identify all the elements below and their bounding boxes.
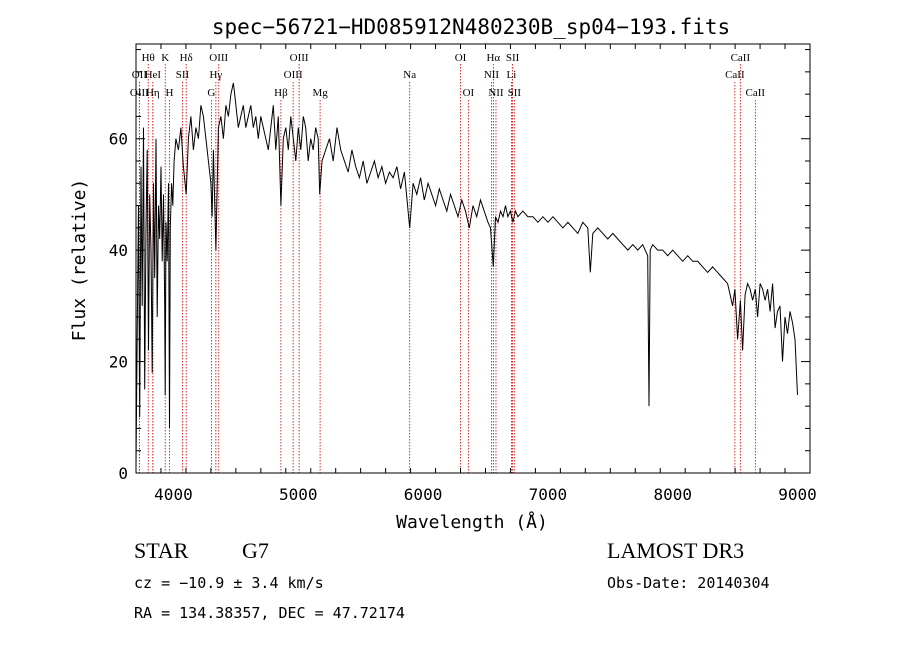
line-label: Mg [312,87,328,99]
plot-frame [135,43,811,474]
y-tick-label: 0 [118,464,128,483]
chart-title: spec−56721−HD085912N480230B_sp04−193.fit… [212,15,730,39]
x-tick-label: 8000 [653,485,692,504]
line-label: NII [488,87,504,99]
line-label: OIII [284,69,303,81]
line-label: G [207,87,215,99]
line-label: OI [455,52,467,64]
y-tick-label: 20 [109,353,128,372]
x-axis-label: Wavelength (Å) [396,511,548,533]
line-label: OIII [130,87,149,99]
line-label: OIII [209,52,228,64]
line-label: Hγ [209,69,222,81]
line-label: Hθ [142,52,155,64]
object-class: STAR [134,538,189,563]
line-label: H [165,87,173,99]
line-label: SII [506,52,520,64]
survey-name: LAMOST DR3 [607,538,745,563]
x-tick-label: 5000 [279,485,318,504]
line-label: OIII [290,52,309,64]
x-tick-label: 6000 [404,485,443,504]
line-label: Na [403,69,416,81]
line-label: Hδ [180,52,193,64]
x-axis-ticks: 4000 5000 6000 7000 8000 9000 [135,44,817,504]
coordinates: RA = 134.38357, DEC = 47.72174 [134,604,405,622]
line-label: CaII [731,52,751,64]
emission-line-markers [138,64,756,473]
x-tick-label: 4000 [154,485,193,504]
x-tick-label: 7000 [529,485,568,504]
flux-line-0 [135,82,798,468]
line-label: Hη [146,87,160,99]
line-label: NII [484,69,500,81]
obs-date: Obs-Date: 20140304 [607,574,770,592]
y-tick-label: 40 [109,241,128,260]
line-label: SII [176,69,190,81]
line-label: HeI [145,69,162,81]
line-label: Hβ [274,87,288,99]
subclass: G7 [242,538,269,563]
y-axis-label: Flux (relative) [69,179,90,342]
line-label: SII [508,87,522,99]
x-tick-label: 9000 [778,485,817,504]
line-label: OI [463,87,475,99]
y-tick-label: 60 [109,130,128,149]
y-axis-ticks: 0 20 40 60 [109,49,810,483]
line-label: CaII [746,87,766,99]
line-label: Hα [486,52,500,64]
flux-series [135,82,798,468]
line-label: Li [507,69,517,81]
line-label: K [161,52,169,64]
line-label: CaII [725,69,745,81]
redshift-value: cz = −10.9 ± 3.4 km/s [134,574,324,592]
